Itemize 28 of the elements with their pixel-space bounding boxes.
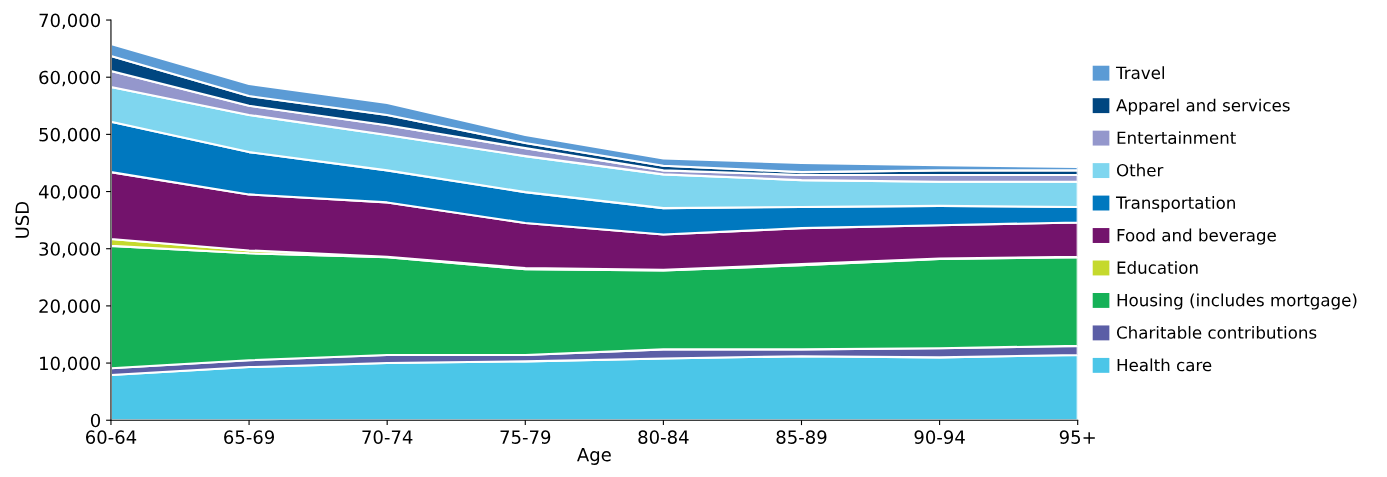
y-tick-label: 30,000 <box>39 242 101 258</box>
x-tick-label: 80-84 <box>638 430 689 444</box>
legend-label: Other <box>1116 163 1164 177</box>
y-tick-label: 50,000 <box>39 127 101 144</box>
x-tick-label: 85-89 <box>776 430 827 444</box>
y-axis-title: USD <box>15 201 30 238</box>
y-tick-label: 60,000 <box>39 70 101 87</box>
legend-label: Housing (includes mortgage) <box>1117 293 1357 310</box>
x-tick-label: 95+ <box>1059 430 1095 444</box>
y-tick-label: 20,000 <box>39 299 101 315</box>
x-tick-label: 75-79 <box>500 430 551 444</box>
legend-label: Charitable contributions <box>1116 325 1317 339</box>
x-tick-label: 70-74 <box>362 430 413 444</box>
legend-label: Food and beverage <box>1117 228 1276 245</box>
legend-label: Transportation <box>1115 196 1235 213</box>
y-tick-label: 0 <box>90 413 101 428</box>
x-tick-label: 65-69 <box>224 430 275 444</box>
legend-label: Health care <box>1117 358 1212 372</box>
legend-label: Apparel and services <box>1116 98 1290 115</box>
legend-label: Travel <box>1115 66 1165 80</box>
y-tick-label: 10,000 <box>40 356 101 373</box>
x-axis-title: Age <box>577 447 611 465</box>
x-tick-label: 90-94 <box>914 430 965 444</box>
legend-label: Education <box>1117 261 1198 274</box>
legend-label: Entertainment <box>1117 131 1236 145</box>
y-tick-label: 40,000 <box>38 185 101 201</box>
x-tick-label: 60-64 <box>85 430 137 444</box>
y-tick-label: 70,000 <box>39 13 101 29</box>
